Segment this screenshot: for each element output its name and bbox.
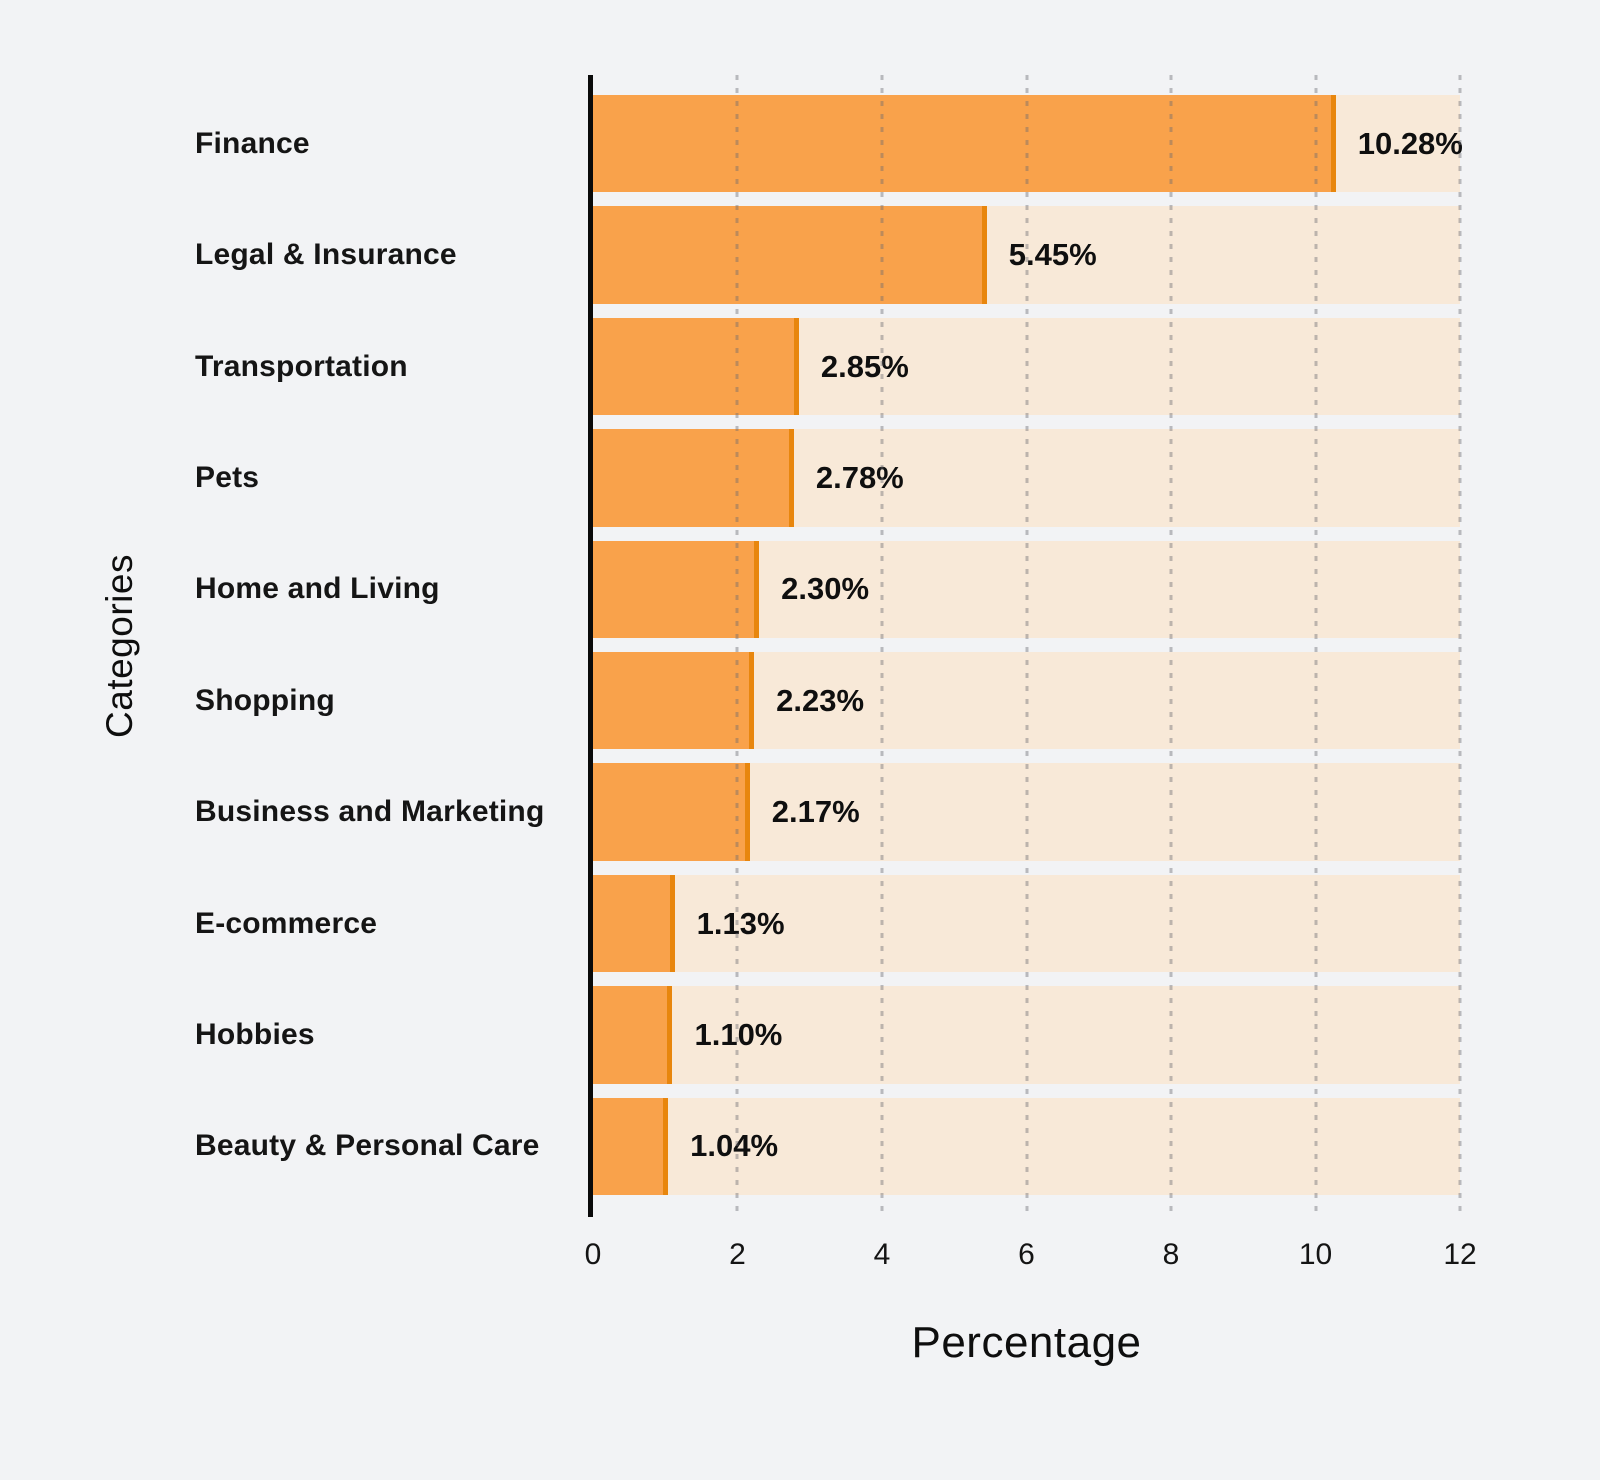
category-label: Hobbies [195, 1017, 315, 1051]
bar-row: Home and Living 2.30% [195, 540, 1460, 639]
bar-track: 2.78% [593, 429, 1460, 527]
category-label: Transportation [195, 349, 408, 383]
bar-track: 2.23% [593, 652, 1460, 750]
bar-fill [593, 1097, 669, 1196]
bar-track: 1.13% [593, 874, 1460, 973]
bar-value-label: 2.23% [776, 682, 865, 718]
category-label: Beauty & Personal Care [195, 1129, 540, 1163]
bar-track: 1.10% [593, 986, 1460, 1084]
bar-track: 2.17% [593, 763, 1460, 861]
bar-track: 5.45% [593, 206, 1460, 304]
bar-row: E-commerce 1.13% [195, 874, 1460, 973]
category-label: Home and Living [195, 572, 440, 606]
bar-fill [593, 206, 987, 304]
bar-value-label: 10.28% [1357, 125, 1463, 161]
x-tick-label: 10 [1298, 1238, 1333, 1271]
category-label: Pets [195, 460, 260, 494]
x-tick-label: 0 [584, 1238, 602, 1271]
bar-value-label: 1.10% [694, 1016, 783, 1052]
bar-fill [593, 763, 750, 861]
x-tick-label: 8 [1162, 1238, 1180, 1271]
bar-fill [593, 874, 675, 973]
bar-value-label: 5.45% [1008, 237, 1097, 273]
bar-value-label: 2.17% [771, 794, 860, 830]
bar-track: 1.04% [593, 1097, 1460, 1196]
plot-rows: Finance 10.28% Legal & Insurance 5.45% Trans… [195, 75, 1463, 1217]
x-tick-label: 2 [729, 1238, 746, 1271]
bar-fill [593, 652, 755, 750]
bar-fill [593, 986, 673, 1084]
y-axis-line [588, 75, 593, 1217]
bar-row: Legal & Insurance 5.45% [195, 206, 1460, 304]
category-label: Business and Marketing [195, 795, 545, 829]
bar-row: Beauty & Personal Care 1.04% [195, 1097, 1460, 1196]
bar-fill [593, 317, 799, 416]
category-label: Legal & Insurance [195, 238, 457, 272]
bar-track: 2.85% [593, 317, 1460, 416]
bar-value-label: 2.78% [815, 459, 904, 495]
bar-value-label: 1.04% [690, 1128, 779, 1164]
category-label: Finance [195, 126, 310, 160]
bar-row: Transportation 2.85% [195, 317, 1460, 416]
x-tick-label: 12 [1443, 1238, 1477, 1271]
bar-value-label: 2.85% [820, 348, 909, 384]
bar-row: Business and Marketing 2.17% [195, 763, 1460, 861]
bar-row: Finance 10.28% [195, 95, 1463, 193]
bar-track: 2.30% [593, 540, 1460, 639]
bar-row: Hobbies 1.10% [195, 986, 1460, 1084]
category-label: E-commerce [195, 906, 378, 940]
category-label: Shopping [195, 683, 335, 717]
bar-track: 10.28% [593, 95, 1463, 193]
y-axis-label: Categories [99, 554, 140, 738]
x-tick-label: 6 [1018, 1238, 1035, 1271]
bar-row: Pets 2.78% [195, 429, 1460, 527]
x-tick-label: 4 [873, 1238, 891, 1271]
bar-fill [593, 95, 1336, 193]
bar-row: Shopping 2.23% [195, 652, 1460, 750]
x-axis-ticks: 0 2 4 6 8 10 12 [585, 1238, 1477, 1278]
bar-fill [593, 540, 760, 639]
bar-value-label: 2.30% [781, 571, 870, 607]
bar-value-label: 1.13% [696, 905, 785, 941]
x-axis-label: Percentage [911, 1318, 1142, 1367]
bar-fill [593, 429, 794, 527]
